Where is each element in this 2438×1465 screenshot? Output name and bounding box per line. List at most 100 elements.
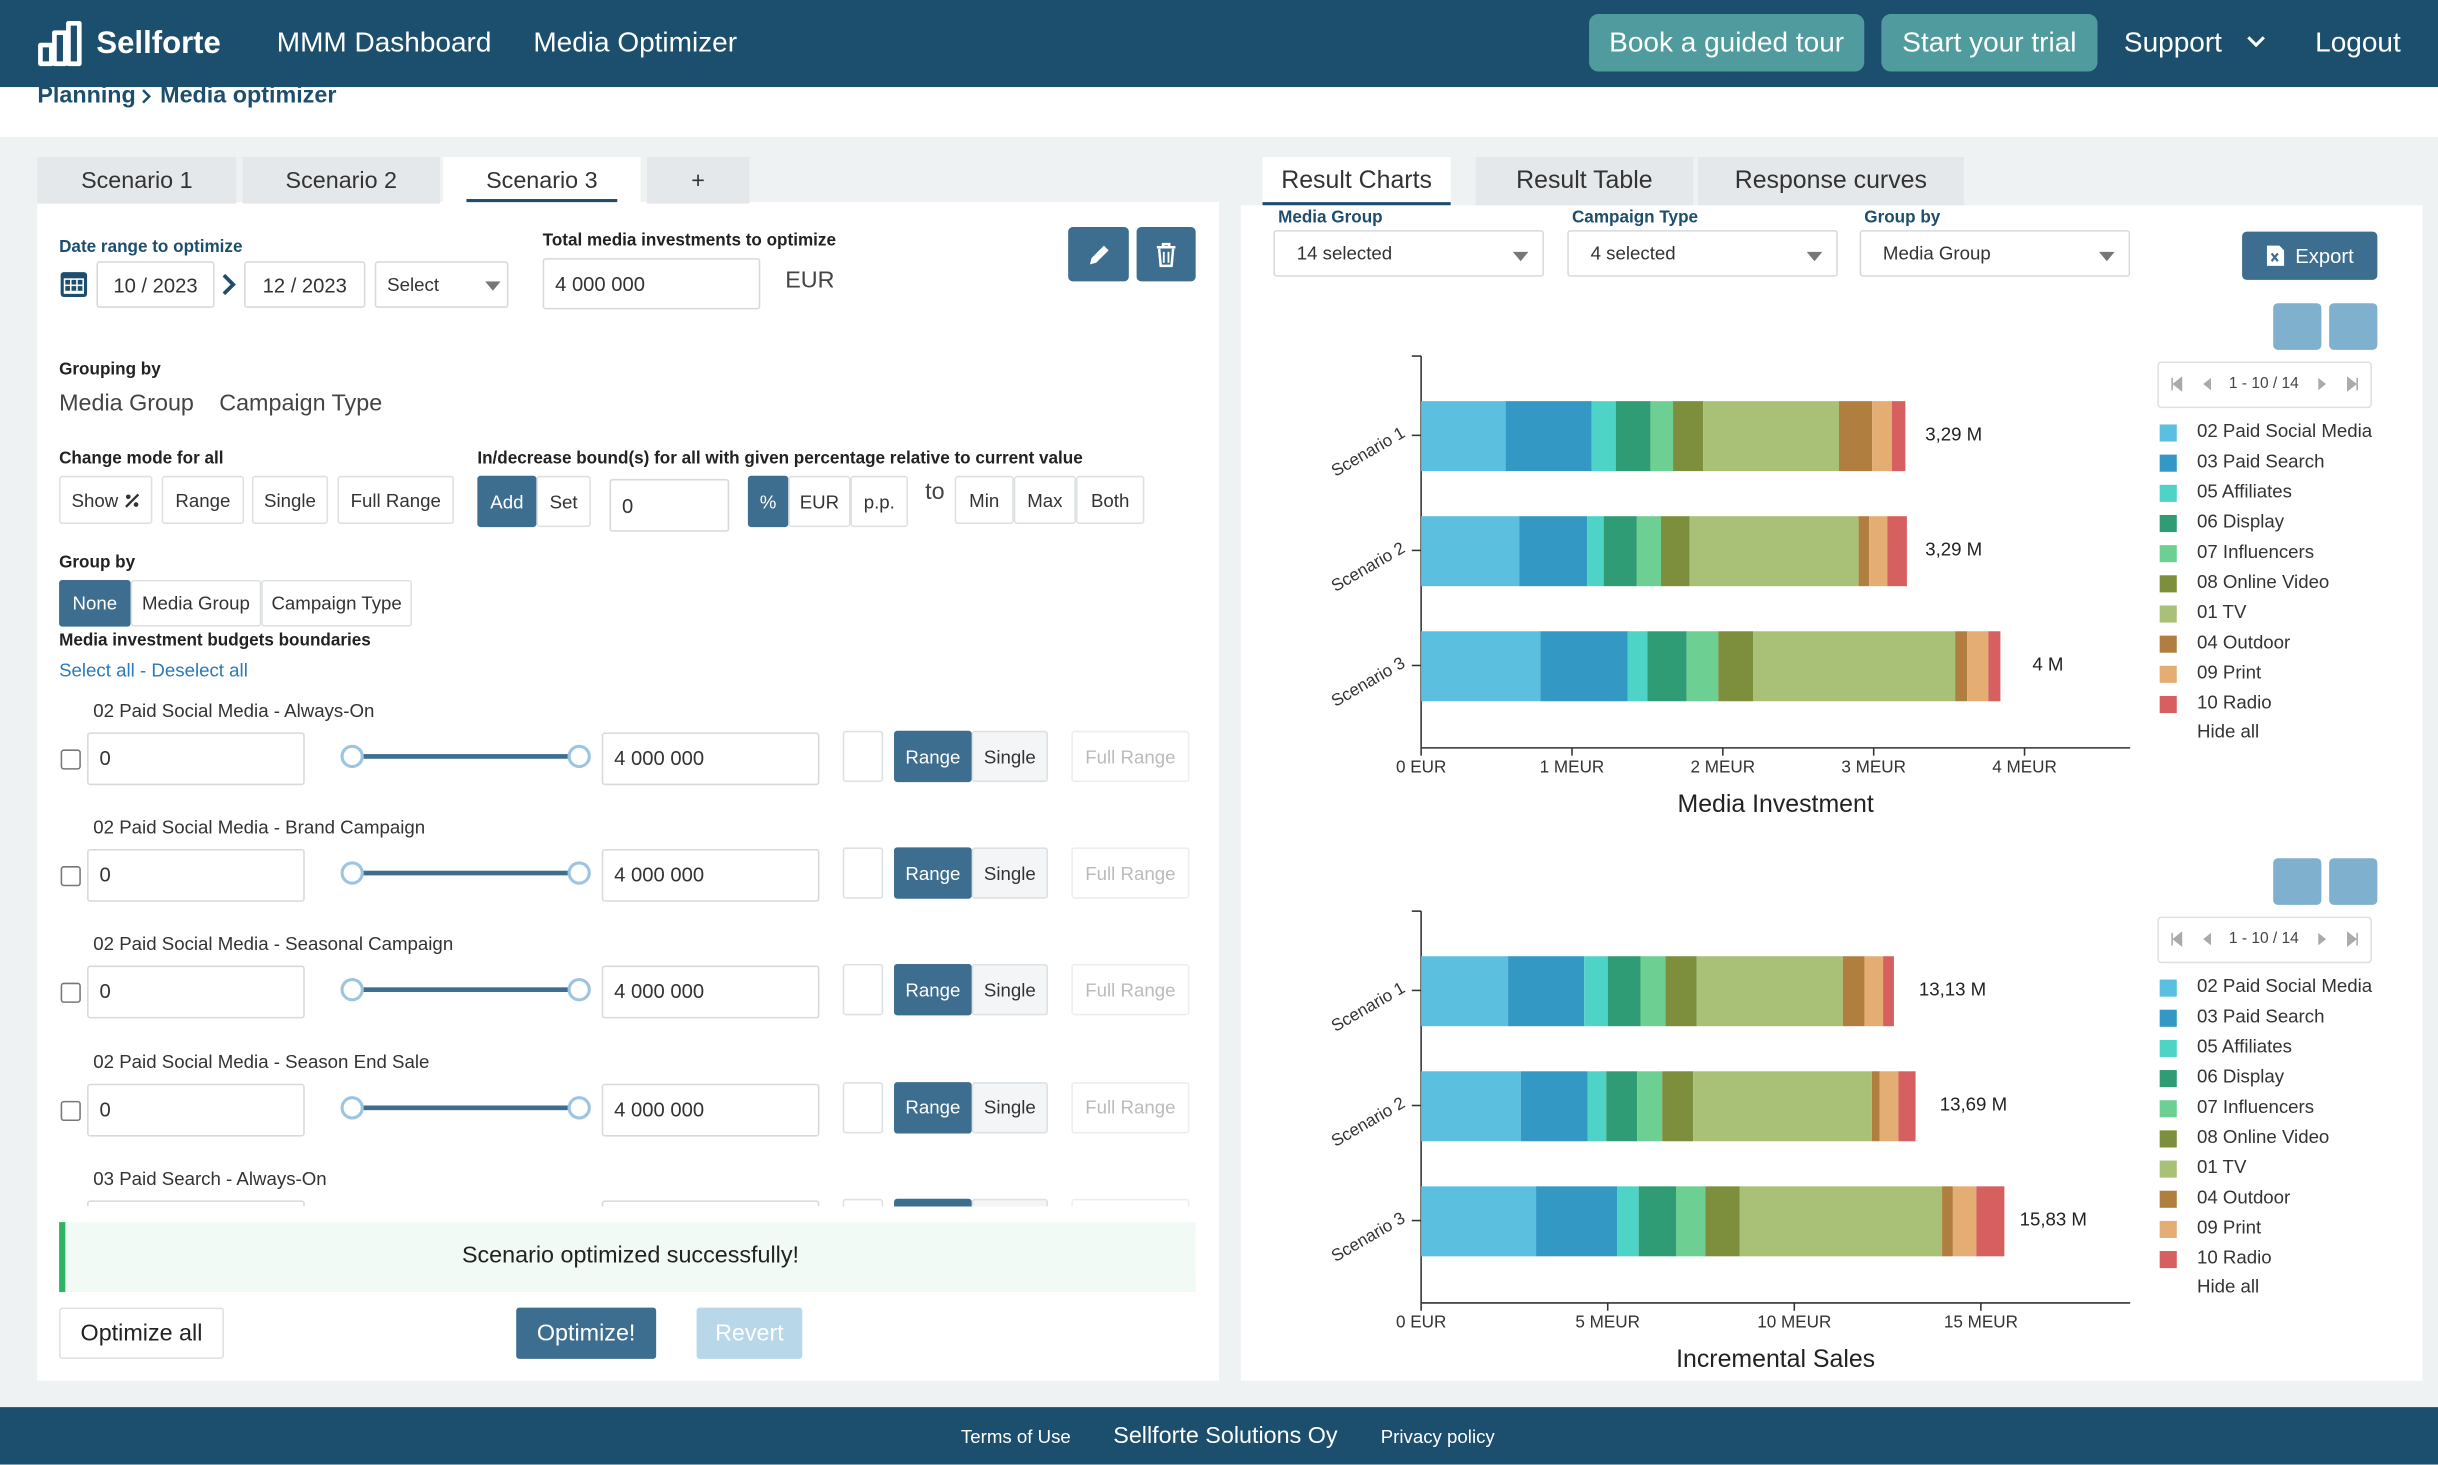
slider-knob[interactable] <box>567 861 591 885</box>
slider-knob[interactable] <box>567 1095 591 1119</box>
single-button[interactable]: Single <box>971 730 1048 783</box>
calendar-icon[interactable] <box>59 267 89 298</box>
export-button[interactable]: Export <box>2242 231 2378 280</box>
full-range-button[interactable]: Full Range <box>1071 964 1190 1016</box>
pager-prev <box>2203 932 2211 946</box>
percent-button[interactable] <box>842 730 884 783</box>
footer-link[interactable]: Privacy policy <box>1380 1425 1495 1448</box>
target-button[interactable]: Max <box>1013 475 1076 524</box>
mode-button[interactable]: Range <box>161 475 245 524</box>
scenario-tab[interactable]: + <box>646 157 750 204</box>
single-button[interactable]: Single <box>971 1081 1048 1133</box>
revert-button[interactable]: Revert <box>696 1307 803 1359</box>
zoom-button[interactable] <box>2273 858 2322 905</box>
scenario-tab[interactable]: Scenario 2 <box>242 157 441 204</box>
unit-button[interactable]: % <box>747 475 789 528</box>
checkbox[interactable] <box>60 749 81 770</box>
max-input[interactable]: 4 000 000 <box>601 849 820 903</box>
max-input[interactable]: 4 000 000 <box>601 966 820 1020</box>
zoom-button[interactable] <box>2273 303 2322 350</box>
breadcrumb[interactable]: Planning <box>37 82 136 109</box>
min-input[interactable]: 0 <box>87 849 305 903</box>
slider-knob[interactable] <box>567 978 591 1002</box>
brand[interactable]: Sellforte <box>96 26 221 61</box>
footer-link[interactable]: Terms of Use <box>960 1425 1071 1448</box>
full-range-button[interactable]: Full Range <box>1071 1198 1190 1207</box>
delete-button[interactable] <box>1136 227 1196 282</box>
checkbox[interactable] <box>60 1100 81 1121</box>
min-input[interactable]: 0 <box>87 1083 305 1136</box>
trial-button[interactable]: Start your trial <box>1881 13 2098 72</box>
fullscreen-button[interactable] <box>2329 858 2378 905</box>
bound-input[interactable]: 0 <box>609 478 730 532</box>
nav-link[interactable]: Media Optimizer <box>533 26 738 58</box>
scenario-tab[interactable]: Scenario 3 <box>443 157 641 204</box>
percent-button[interactable] <box>842 964 884 1016</box>
checkbox[interactable] <box>60 866 81 887</box>
op-button[interactable]: Set <box>536 475 591 528</box>
unit-button[interactable]: EUR <box>788 475 851 528</box>
support-menu[interactable]: Support <box>2123 26 2222 58</box>
select-all[interactable]: Select all <box>59 659 135 682</box>
full-range-button[interactable]: Full Range <box>1071 730 1190 783</box>
results-tab[interactable]: Result Charts <box>1262 157 1451 206</box>
period-select[interactable]: Select <box>374 261 509 308</box>
min-input[interactable]: 0 <box>87 732 305 786</box>
single-button[interactable]: Single <box>971 847 1048 899</box>
unit-button[interactable]: p.p. <box>850 475 909 528</box>
target-button[interactable]: Min <box>954 475 1014 524</box>
percent-button[interactable] <box>842 1198 884 1207</box>
scenario-tab[interactable]: Scenario 1 <box>37 157 237 204</box>
min-input[interactable]: 0 <box>87 966 305 1020</box>
target-button[interactable]: Both <box>1075 475 1145 524</box>
group-button[interactable]: Media Group <box>130 579 262 627</box>
op-button[interactable]: Add <box>477 475 537 528</box>
range-button[interactable]: Range <box>894 847 972 899</box>
group-button[interactable]: Campaign Type <box>261 579 413 627</box>
full-range-button[interactable]: Full Range <box>1071 847 1190 899</box>
date-input[interactable]: 10 / 2023 <box>96 261 215 308</box>
single-button[interactable]: Single <box>971 964 1048 1016</box>
filter-select[interactable]: Media Group <box>1859 230 2131 277</box>
grouping-option[interactable]: Media Group <box>59 390 194 417</box>
select-caret <box>485 281 501 291</box>
single-button[interactable]: Single <box>971 1198 1048 1207</box>
range-button[interactable]: Range <box>894 964 972 1016</box>
slider-knob[interactable] <box>340 978 364 1002</box>
slider-knob[interactable] <box>567 744 591 769</box>
max-input[interactable]: 4 000 000 <box>601 732 820 786</box>
fullscreen-button[interactable] <box>2329 303 2378 350</box>
results-tab[interactable]: Result Table <box>1475 157 1694 206</box>
group-button[interactable]: None <box>59 579 131 627</box>
optimize-all-button[interactable]: Optimize all <box>59 1307 224 1359</box>
edit-button[interactable] <box>1068 227 1129 282</box>
mode-button[interactable]: Full Range <box>337 475 455 524</box>
percent-button[interactable] <box>842 847 884 899</box>
mode-button[interactable]: Show <box>59 475 153 524</box>
filter-select[interactable]: 4 selected <box>1567 230 1838 277</box>
percent-button[interactable] <box>842 1081 884 1133</box>
min-input[interactable] <box>87 1200 305 1207</box>
filter-select[interactable]: 14 selected <box>1273 230 1544 277</box>
range-button[interactable]: Range <box>894 1081 972 1133</box>
full-range-button[interactable]: Full Range <box>1071 1081 1190 1133</box>
max-input[interactable]: 4 000 000 <box>601 1083 820 1136</box>
nav-link[interactable]: MMM Dashboard <box>276 26 492 58</box>
total-input[interactable]: 4 000 000 <box>542 258 761 310</box>
deselect-all[interactable]: Deselect all <box>151 659 248 682</box>
logout[interactable]: Logout <box>2315 26 2401 58</box>
slider-knob[interactable] <box>340 861 364 885</box>
optimize-button[interactable]: Optimize! <box>516 1307 657 1359</box>
range-button[interactable]: Range <box>894 1198 972 1207</box>
slider-knob[interactable] <box>340 744 364 769</box>
slider-knob[interactable] <box>340 1095 364 1119</box>
mode-button[interactable]: Single <box>251 475 329 524</box>
checkbox[interactable] <box>60 983 81 1004</box>
grouping-option[interactable]: Campaign Type <box>219 390 383 417</box>
range-button[interactable]: Range <box>894 730 972 783</box>
tour-button[interactable]: Book a guided tour <box>1589 13 1865 72</box>
legend-pager <box>2157 361 2372 409</box>
max-input[interactable] <box>601 1200 820 1207</box>
results-tab[interactable]: Response curves <box>1697 157 1964 206</box>
date-input[interactable]: 12 / 2023 <box>244 261 366 308</box>
